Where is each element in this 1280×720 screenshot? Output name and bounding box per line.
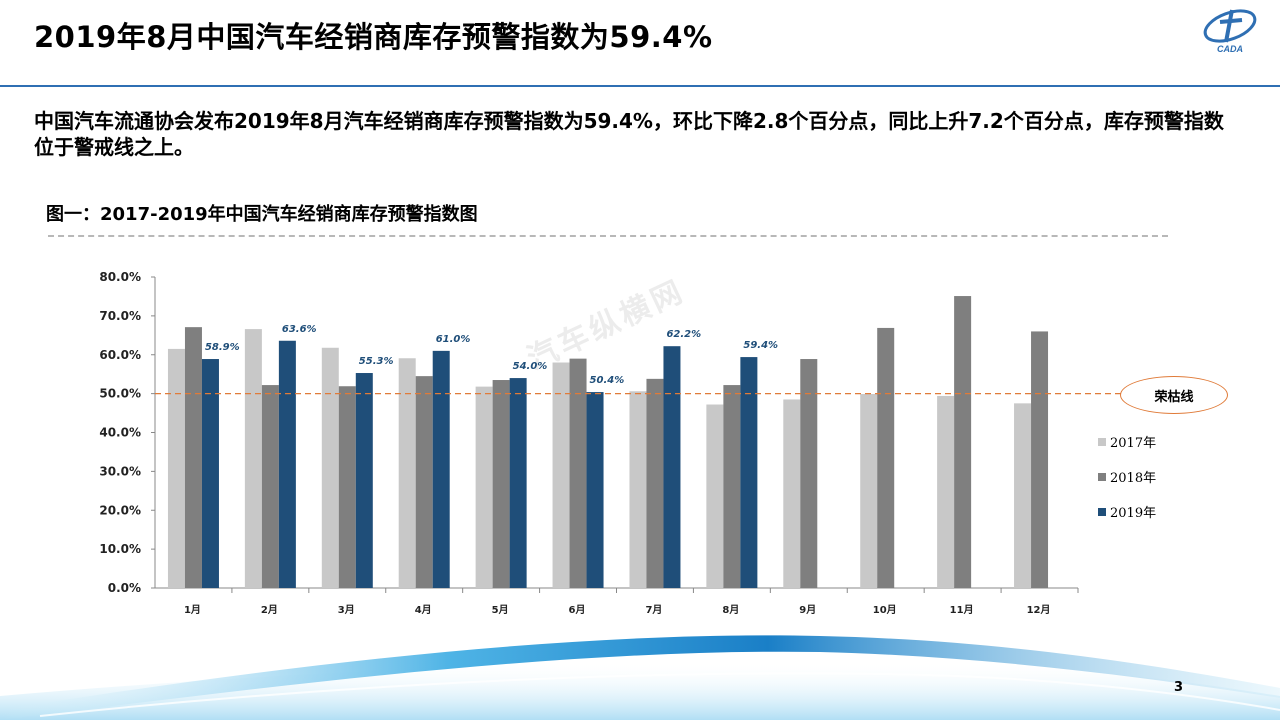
- bar-2017年-8月: [706, 404, 724, 588]
- bar-2019年-2月: [278, 340, 296, 588]
- bar-2018年-2月: [261, 385, 279, 588]
- x-tick-label: 5月: [492, 604, 509, 616]
- legend-swatch-2017: [1098, 437, 1106, 446]
- bar-2017年-7月: [629, 391, 647, 588]
- y-tick-label: 40.0%: [99, 426, 141, 440]
- intro-paragraph: 中国汽车流通协会发布2019年8月汽车经销商库存预警指数为59.4%，环比下降2…: [34, 109, 1224, 159]
- bar-2019年-1月: [201, 359, 219, 588]
- bar-2017年-10月: [860, 394, 878, 588]
- bar-2018年-12月: [1031, 331, 1049, 588]
- bar-2019年-3月: [355, 373, 373, 588]
- legend-item-2018: 2018年: [1098, 459, 1156, 494]
- bar-2018年-8月: [723, 385, 741, 588]
- x-tick-label: 12月: [1027, 604, 1051, 616]
- figure-title: 图一：2017-2019年中国汽车经销商库存预警指数图: [46, 204, 478, 225]
- bar-2019年-4月: [432, 350, 450, 588]
- data-label-2019: 63.6%: [282, 324, 317, 335]
- legend-label-2017: 2017年: [1110, 436, 1157, 451]
- bar-2018年-4月: [415, 376, 433, 588]
- bar-2017年-1月: [167, 348, 185, 588]
- legend-item-2017: 2017年: [1098, 424, 1156, 459]
- y-tick-label: 10.0%: [99, 542, 141, 556]
- reference-line-label: 荣枯线: [1120, 376, 1228, 414]
- data-label-2019: 61.0%: [436, 334, 471, 345]
- y-tick-label: 20.0%: [99, 503, 141, 517]
- legend-swatch-2019: [1098, 507, 1106, 516]
- y-tick-label: 30.0%: [99, 464, 141, 478]
- x-tick-label: 7月: [645, 604, 662, 616]
- bar-2017年-9月: [783, 399, 801, 588]
- data-label-2019: 50.4%: [590, 375, 625, 386]
- bar-2018年-7月: [646, 378, 664, 588]
- dashed-divider: [48, 235, 1168, 237]
- data-label-2019: 54.0%: [513, 361, 548, 372]
- bar-2019年-8月: [740, 357, 758, 588]
- data-label-2019: 59.4%: [743, 340, 778, 351]
- page-title: 2019年8月中国汽车经销商库存预警指数为59.4%: [34, 20, 713, 54]
- bar-2018年-6月: [569, 358, 587, 588]
- bar-2018年-5月: [492, 380, 510, 588]
- title-divider: [0, 85, 1280, 87]
- y-tick-label: 70.0%: [99, 309, 141, 323]
- svg-text:CADA: CADA: [1217, 44, 1243, 54]
- bar-2019年-7月: [663, 346, 681, 588]
- bar-2018年-1月: [184, 327, 202, 588]
- bar-2017年-11月: [937, 395, 955, 588]
- bar-2017年-4月: [398, 358, 416, 588]
- bar-2017年-2月: [244, 329, 262, 588]
- data-label-2019: 62.2%: [666, 329, 701, 340]
- bar-2017年-3月: [321, 347, 339, 588]
- bar-2018年-10月: [877, 327, 895, 588]
- x-tick-label: 2月: [261, 604, 278, 616]
- y-tick-label: 50.0%: [99, 387, 141, 401]
- bar-2017年-6月: [552, 362, 570, 588]
- cada-logo-icon: CADA: [1203, 9, 1257, 54]
- x-tick-label: 1月: [184, 604, 201, 616]
- y-tick-label: 80.0%: [99, 270, 141, 284]
- bar-2017年-5月: [475, 386, 493, 588]
- bar-2018年-3月: [338, 386, 356, 588]
- bar-2018年-9月: [800, 359, 818, 588]
- bar-2017年-12月: [1014, 403, 1032, 588]
- x-tick-label: 3月: [338, 604, 355, 616]
- decorative-swoosh: [0, 635, 1280, 720]
- chart-legend: 2017年 2018年 2019年: [1098, 424, 1156, 529]
- x-tick-label: 10月: [873, 604, 897, 616]
- bar-2019年-5月: [509, 378, 527, 588]
- x-tick-label: 9月: [799, 604, 816, 616]
- x-tick-label: 4月: [415, 604, 432, 616]
- bar-2018年-11月: [954, 296, 972, 588]
- y-tick-label: 60.0%: [99, 348, 141, 362]
- x-tick-label: 11月: [950, 604, 974, 616]
- y-tick-label: 0.0%: [108, 581, 141, 595]
- legend-label-2018: 2018年: [1110, 471, 1157, 486]
- x-tick-label: 6月: [569, 604, 586, 616]
- bar-2019年-6月: [586, 392, 604, 588]
- legend-item-2019: 2019年: [1098, 494, 1156, 529]
- x-tick-label: 8月: [722, 604, 739, 616]
- data-label-2019: 58.9%: [205, 342, 240, 353]
- legend-swatch-2018: [1098, 472, 1106, 481]
- legend-label-2019: 2019年: [1110, 506, 1157, 521]
- page-number: 3: [1174, 680, 1184, 695]
- data-label-2019: 55.3%: [359, 356, 394, 367]
